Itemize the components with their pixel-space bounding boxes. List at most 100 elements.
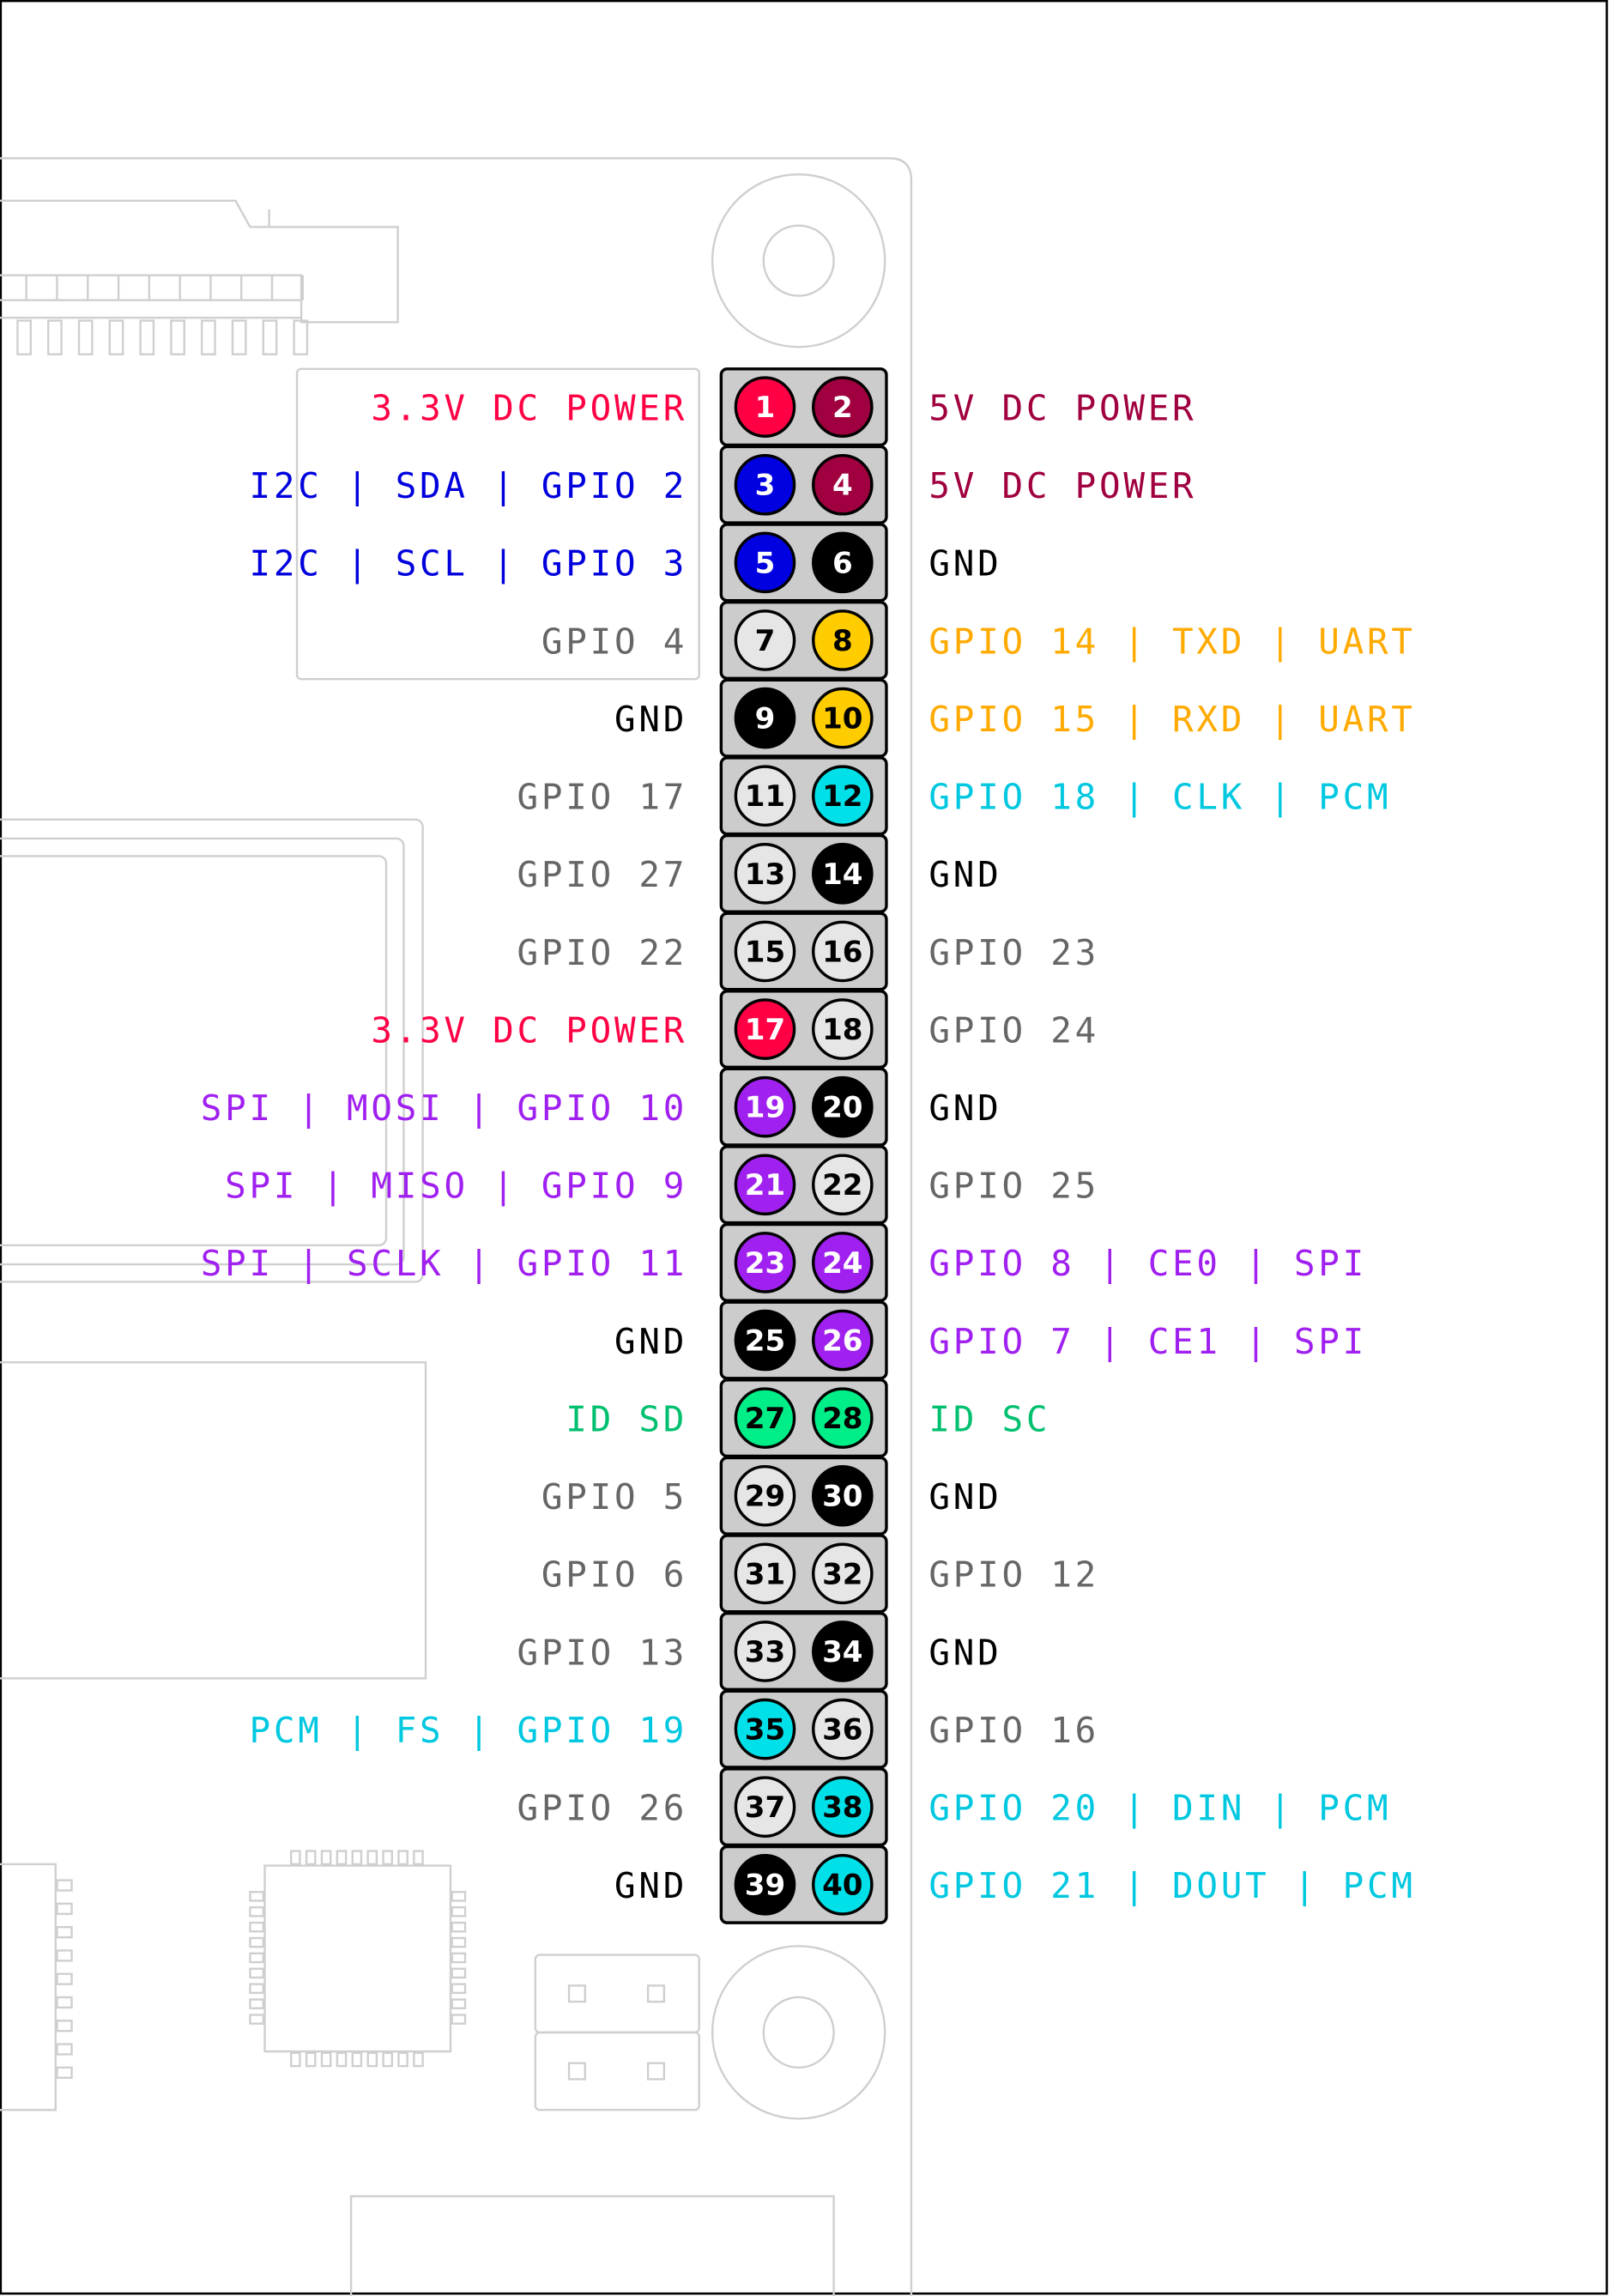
pin-circle <box>812 1621 874 1682</box>
pin-label: GND <box>929 543 1001 585</box>
pin-circle <box>812 843 874 905</box>
pin-row-14: 27 ID SD 28 ID SC <box>566 1378 1047 1458</box>
pin-number: 35 <box>745 1713 785 1748</box>
pin-4: 4 5V DC POWER <box>812 453 1194 516</box>
pin-row-12: 23 SPI | SCLK | GPIO 11 24 GPIO 8 | CE0 | S… <box>201 1222 1364 1302</box>
pin-label: GPIO 6 <box>541 1554 687 1596</box>
pin-circle <box>812 1075 874 1138</box>
pin-number: 36 <box>822 1713 862 1748</box>
pin-number: 14 <box>822 857 862 892</box>
pin-number: 24 <box>822 1246 862 1281</box>
pin-circle <box>734 1854 796 1916</box>
pin-label: GPIO 26 <box>517 1788 688 1829</box>
gpio-header: 1 3.3V DC POWER 2 5V DC POWER 3 I2C | SDA | G… <box>201 367 1415 1924</box>
pin-20: 20 GND <box>812 1075 999 1138</box>
pin-31: 31 GPIO 6 <box>541 1542 796 1605</box>
pin-number: 32 <box>822 1557 862 1591</box>
pin-label: 3.3V DC POWER <box>371 1009 687 1051</box>
pin-circle <box>812 1309 874 1372</box>
pin-circle <box>812 1464 874 1527</box>
pin-label: GPIO 18 | CLK | PCM <box>929 777 1391 818</box>
pin-number: 23 <box>745 1246 785 1281</box>
pin-number: 17 <box>745 1013 785 1047</box>
pin-circle <box>734 687 796 749</box>
pin-number: 38 <box>822 1790 862 1825</box>
pin-label: GPIO 7 | CE1 | SPI <box>929 1321 1367 1362</box>
pin-number: 1 <box>755 391 776 425</box>
pin-circle <box>812 1776 874 1838</box>
pin-number: 26 <box>822 1324 862 1358</box>
pin-circle <box>812 1387 874 1449</box>
pin-circle <box>734 609 796 671</box>
pin-circle <box>812 1232 874 1293</box>
pin-circle <box>812 1854 874 1916</box>
pin-label: SPI | MOSI | GPIO 10 <box>201 1087 687 1129</box>
pin-circle <box>734 1542 796 1605</box>
pin-circle <box>812 998 874 1060</box>
pin-circle <box>812 687 874 749</box>
pin-13: 13 GPIO 27 <box>517 843 796 905</box>
pin-label: GND <box>929 854 1001 895</box>
pin-circle <box>812 1542 874 1605</box>
pin-40: 40 GPIO 21 | DOUT | PCM <box>812 1854 1412 1916</box>
pin-number: 5 <box>755 546 776 580</box>
pin-39: 39 GND <box>614 1854 796 1916</box>
pin-36: 36 GPIO 16 <box>812 1698 1099 1760</box>
pin-circle <box>734 1698 796 1760</box>
pin-circle <box>734 1621 796 1682</box>
pin-circle <box>812 609 874 671</box>
pin-row-6: 11 GPIO 17 12 GPIO 18 | CLK | PCM <box>517 756 1391 836</box>
pin-25: 25 GND <box>614 1309 796 1372</box>
pin-label: GPIO 20 | DIN | PCM <box>929 1788 1391 1829</box>
pin-2: 2 5V DC POWER <box>812 376 1194 438</box>
pin-label: PCM | FS | GPIO 19 <box>249 1710 687 1751</box>
pin-7: 7 GPIO 4 <box>541 609 796 671</box>
pin-number: 27 <box>745 1402 785 1436</box>
pin-1: 1 3.3V DC POWER <box>371 376 796 438</box>
pin-number: 11 <box>745 779 785 814</box>
pin-number: 28 <box>822 1402 862 1436</box>
pin-row-4: 7 GPIO 4 8 GPIO 14 | TXD | UART <box>541 600 1412 681</box>
pin-number: 40 <box>822 1869 862 1903</box>
pin-label: SPI | SCLK | GPIO 11 <box>201 1243 687 1284</box>
pin-30: 30 GND <box>812 1464 999 1527</box>
pin-number: 6 <box>832 546 853 580</box>
pin-label: GPIO 15 | RXD | UART <box>929 699 1415 740</box>
pin-circle <box>812 1154 874 1216</box>
pin-circle <box>734 1776 796 1838</box>
pin-circle <box>734 453 796 516</box>
pin-number: 4 <box>832 469 853 503</box>
pin-15: 15 GPIO 22 <box>517 920 796 983</box>
pin-circle <box>734 1075 796 1138</box>
pin-35: 35 PCM | FS | GPIO 19 <box>249 1698 796 1760</box>
pin-number: 19 <box>745 1091 785 1125</box>
pin-circle <box>734 843 796 905</box>
pin-number: 7 <box>755 624 776 658</box>
pin-37: 37 GPIO 26 <box>517 1776 796 1838</box>
pin-row-16: 31 GPIO 6 32 GPIO 12 <box>541 1534 1096 1614</box>
pin-21: 21 SPI | MISO | GPIO 9 <box>225 1154 796 1216</box>
pin-number: 2 <box>832 391 853 425</box>
pin-number: 9 <box>755 702 776 736</box>
pin-row-8: 15 GPIO 22 16 GPIO 23 <box>517 912 1096 991</box>
pin-number: 31 <box>745 1557 785 1591</box>
pin-circle <box>734 1387 796 1449</box>
pin-number: 29 <box>745 1480 785 1514</box>
pin-number: 20 <box>822 1091 862 1125</box>
pin-label: GND <box>614 699 687 740</box>
pin-8: 8 GPIO 14 | TXD | UART <box>812 609 1412 671</box>
pin-circle <box>734 531 796 594</box>
pin-circle <box>734 1154 796 1216</box>
pin-label: GPIO 25 <box>929 1166 1099 1207</box>
board-outline <box>0 157 913 2296</box>
pin-38: 38 GPIO 20 | DIN | PCM <box>812 1776 1391 1838</box>
pin-34: 34 GND <box>812 1621 999 1682</box>
pin-row-20: 39 GND 40 GPIO 21 | DOUT | PCM <box>614 1845 1412 1924</box>
pin-circle <box>734 765 796 827</box>
pin-row-1: 1 3.3V DC POWER 2 5V DC POWER <box>371 367 1194 447</box>
pin-row-17: 33 GPIO 13 34 GND <box>517 1611 999 1691</box>
pin-label: GPIO 16 <box>929 1710 1099 1751</box>
pin-14: 14 GND <box>812 843 1001 905</box>
